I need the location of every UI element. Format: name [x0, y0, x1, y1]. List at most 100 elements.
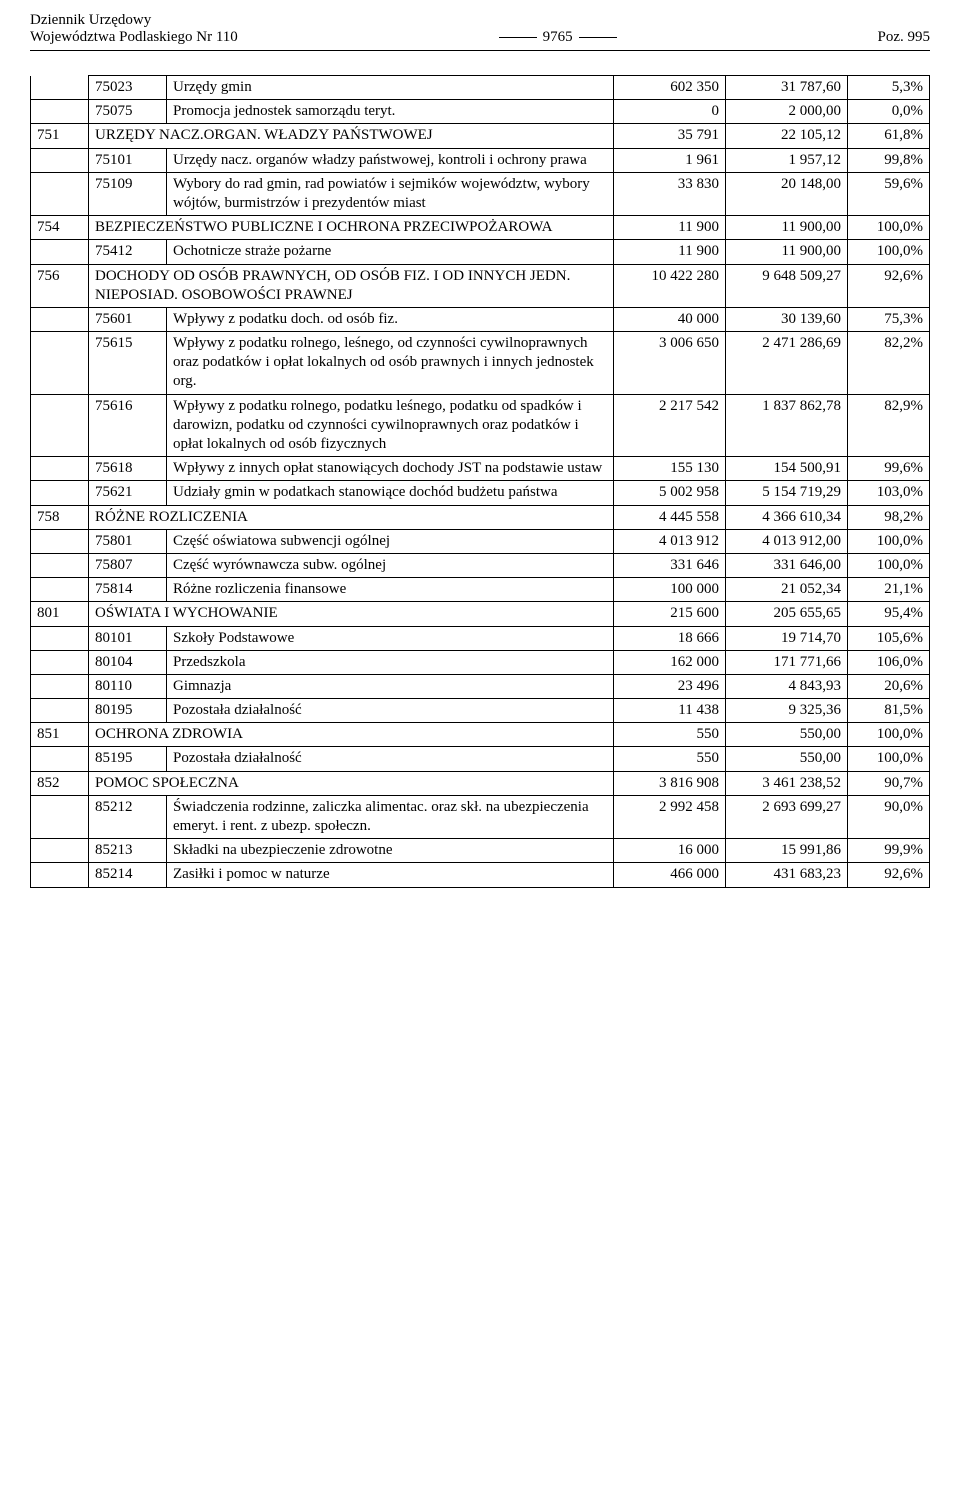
row-description: Wpływy z podatku doch. od osób fiz. — [167, 307, 614, 331]
section-code — [31, 172, 89, 215]
value-pct: 99,6% — [848, 457, 930, 481]
value-plan: 18 666 — [614, 626, 726, 650]
value-pct: 99,8% — [848, 148, 930, 172]
section-code — [31, 795, 89, 838]
row-description: OŚWIATA I WYCHOWANIE — [89, 602, 614, 626]
section-code — [31, 699, 89, 723]
paragraph-code: 75618 — [89, 457, 167, 481]
paragraph-code: 75101 — [89, 148, 167, 172]
section-code — [31, 332, 89, 395]
row-description: Wpływy z podatku rolnego, leśnego, od cz… — [167, 332, 614, 395]
paragraph-code: 85214 — [89, 863, 167, 887]
value-plan: 33 830 — [614, 172, 726, 215]
value-plan: 5 002 958 — [614, 481, 726, 505]
value-exec: 31 787,60 — [726, 76, 848, 100]
table-row: 75621Udziały gmin w podatkach stanowiące… — [31, 481, 930, 505]
value-plan: 3 006 650 — [614, 332, 726, 395]
value-exec: 2 471 286,69 — [726, 332, 848, 395]
value-exec: 20 148,00 — [726, 172, 848, 215]
row-description: Część oświatowa subwencji ogólnej — [167, 529, 614, 553]
row-description: POMOC SPOŁECZNA — [89, 771, 614, 795]
value-plan: 11 900 — [614, 216, 726, 240]
section-code: 751 — [31, 124, 89, 148]
value-plan: 10 422 280 — [614, 264, 726, 307]
value-pct: 0,0% — [848, 100, 930, 124]
value-pct: 90,7% — [848, 771, 930, 795]
section-code: 801 — [31, 602, 89, 626]
row-description: Promocja jednostek samorządu teryt. — [167, 100, 614, 124]
value-pct: 105,6% — [848, 626, 930, 650]
value-exec: 21 052,34 — [726, 578, 848, 602]
value-plan: 40 000 — [614, 307, 726, 331]
value-pct: 90,0% — [848, 795, 930, 838]
table-row: 75075Promocja jednostek samorządu teryt.… — [31, 100, 930, 124]
value-pct: 100,0% — [848, 553, 930, 577]
value-plan: 466 000 — [614, 863, 726, 887]
value-plan: 2 992 458 — [614, 795, 726, 838]
value-exec: 331 646,00 — [726, 553, 848, 577]
section-code — [31, 76, 89, 100]
value-pct: 100,0% — [848, 240, 930, 264]
table-row: 85214Zasiłki i pomoc w naturze466 000431… — [31, 863, 930, 887]
value-exec: 431 683,23 — [726, 863, 848, 887]
section-code — [31, 674, 89, 698]
section-code — [31, 307, 89, 331]
table-row: 75616Wpływy z podatku rolnego, podatku l… — [31, 394, 930, 457]
row-description: Świadczenia rodzinne, zaliczka alimentac… — [167, 795, 614, 838]
value-plan: 11 438 — [614, 699, 726, 723]
paragraph-code: 75075 — [89, 100, 167, 124]
row-description: Udziały gmin w podatkach stanowiące doch… — [167, 481, 614, 505]
budget-table: 75023Urzędy gmin602 35031 787,605,3%7507… — [30, 75, 930, 888]
section-code — [31, 553, 89, 577]
value-exec: 30 139,60 — [726, 307, 848, 331]
value-plan: 100 000 — [614, 578, 726, 602]
header-position: Poz. 995 — [878, 12, 931, 46]
paragraph-code: 85195 — [89, 747, 167, 771]
paragraph-code: 85212 — [89, 795, 167, 838]
value-pct: 59,6% — [848, 172, 930, 215]
table-row: 85213Składki na ubezpieczenie zdrowotne1… — [31, 839, 930, 863]
table-row: 75601Wpływy z podatku doch. od osób fiz.… — [31, 307, 930, 331]
value-pct: 75,3% — [848, 307, 930, 331]
row-description: Pozostała działalność — [167, 699, 614, 723]
table-row: 75618Wpływy z innych opłat stanowiących … — [31, 457, 930, 481]
value-exec: 1 957,12 — [726, 148, 848, 172]
table-row: 80101Szkoły Podstawowe18 66619 714,70105… — [31, 626, 930, 650]
value-exec: 11 900,00 — [726, 240, 848, 264]
table-row: 754BEZPIECZEŃSTWO PUBLICZNE I OCHRONA PR… — [31, 216, 930, 240]
row-description: Zasiłki i pomoc w naturze — [167, 863, 614, 887]
value-exec: 154 500,91 — [726, 457, 848, 481]
page-header: Dziennik Urzędowy Województwa Podlaskieg… — [30, 0, 930, 50]
value-pct: 100,0% — [848, 747, 930, 771]
value-pct: 100,0% — [848, 216, 930, 240]
section-code — [31, 839, 89, 863]
value-plan: 16 000 — [614, 839, 726, 863]
value-plan: 4 445 558 — [614, 505, 726, 529]
row-description: URZĘDY NACZ.ORGAN. WŁADZY PAŃSTWOWEJ — [89, 124, 614, 148]
row-description: Wybory do rad gmin, rad powiatów i sejmi… — [167, 172, 614, 215]
section-code — [31, 457, 89, 481]
section-code — [31, 529, 89, 553]
table-row: 80110Gimnazja23 4964 843,9320,6% — [31, 674, 930, 698]
table-row: 85195Pozostała działalność550550,00100,0… — [31, 747, 930, 771]
paragraph-code: 75601 — [89, 307, 167, 331]
row-description: Część wyrównawcza subw. ogólnej — [167, 553, 614, 577]
value-exec: 171 771,66 — [726, 650, 848, 674]
section-code — [31, 626, 89, 650]
table-row: 851OCHRONA ZDROWIA550550,00100,0% — [31, 723, 930, 747]
value-pct: 100,0% — [848, 529, 930, 553]
value-exec: 2 000,00 — [726, 100, 848, 124]
value-plan: 162 000 — [614, 650, 726, 674]
value-plan: 602 350 — [614, 76, 726, 100]
paragraph-code: 75807 — [89, 553, 167, 577]
section-code — [31, 100, 89, 124]
header-left: Dziennik Urzędowy Województwa Podlaskieg… — [30, 12, 238, 46]
value-plan: 550 — [614, 747, 726, 771]
section-code — [31, 578, 89, 602]
row-description: Ochotnicze straże pożarne — [167, 240, 614, 264]
value-plan: 11 900 — [614, 240, 726, 264]
value-exec: 3 461 238,52 — [726, 771, 848, 795]
row-description: Urzędy gmin — [167, 76, 614, 100]
value-pct: 100,0% — [848, 723, 930, 747]
table-row: 75801Część oświatowa subwencji ogólnej4 … — [31, 529, 930, 553]
